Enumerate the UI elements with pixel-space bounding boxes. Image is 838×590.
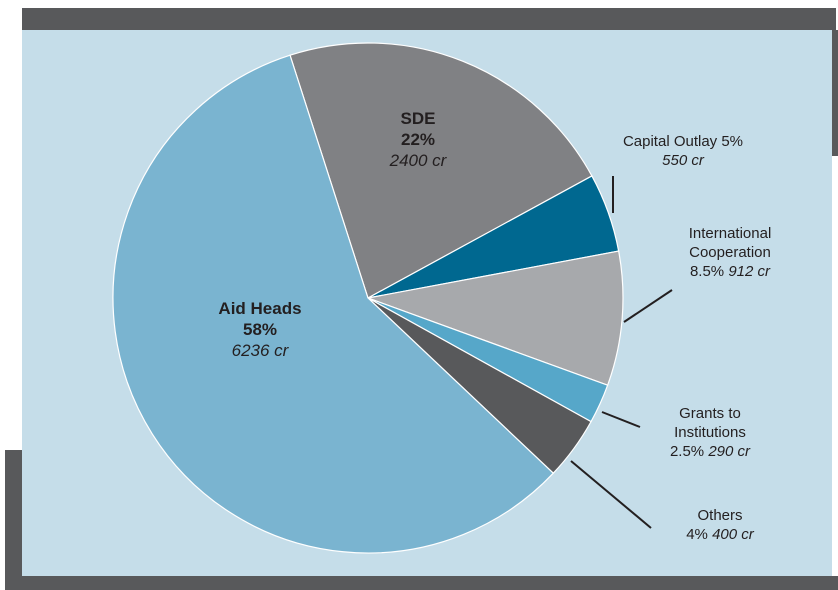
slice-amount: 912 cr xyxy=(728,263,771,280)
leader-line xyxy=(623,289,673,323)
slice-percent: 22% xyxy=(400,130,436,149)
slice-amount: 400 cr xyxy=(712,526,754,543)
pie-slice xyxy=(112,54,555,554)
slice-label: Aid Heads 58% 6236 cr xyxy=(200,298,320,361)
slice-percent: 5% xyxy=(721,133,744,150)
slice-label: Capital Outlay 5% 550 cr xyxy=(593,132,773,170)
slice-amount: 2400 cr xyxy=(389,151,447,170)
slice-name: International Cooperation xyxy=(688,225,772,261)
frame-top xyxy=(22,8,836,32)
slice-percent: 58% xyxy=(242,320,278,339)
leader-line xyxy=(601,411,641,428)
slice-percent: 4% xyxy=(686,526,708,543)
slice-name: Aid Heads xyxy=(218,299,302,318)
frame-bottom xyxy=(5,576,838,590)
frame-right xyxy=(830,30,838,156)
leader-lines xyxy=(570,176,673,529)
slice-percent: 8.5% xyxy=(689,263,725,280)
leader-line xyxy=(570,460,652,529)
frame-left xyxy=(5,450,27,590)
slice-amount: 550 cr xyxy=(662,152,704,169)
slice-amount: 290 cr xyxy=(708,443,751,460)
pie-slice xyxy=(365,250,624,386)
slice-label: Others 4% 400 cr xyxy=(670,506,770,544)
slice-name: Others xyxy=(697,507,743,524)
pie-slice xyxy=(289,42,593,299)
slice-label: Grants to Institutions 2.5% 290 cr xyxy=(660,404,760,461)
slice-label: SDE 22% 2400 cr xyxy=(368,108,468,171)
slice-name: SDE xyxy=(400,109,436,128)
slice-percent: 2.5% xyxy=(669,443,705,460)
slice-label: International Cooperation 8.5% 912 cr xyxy=(670,224,790,281)
pie xyxy=(112,42,624,554)
slice-name: Grants to Institutions xyxy=(674,405,746,441)
slice-name: Capital Outlay xyxy=(622,133,718,150)
slice-amount: 6236 cr xyxy=(231,341,289,360)
